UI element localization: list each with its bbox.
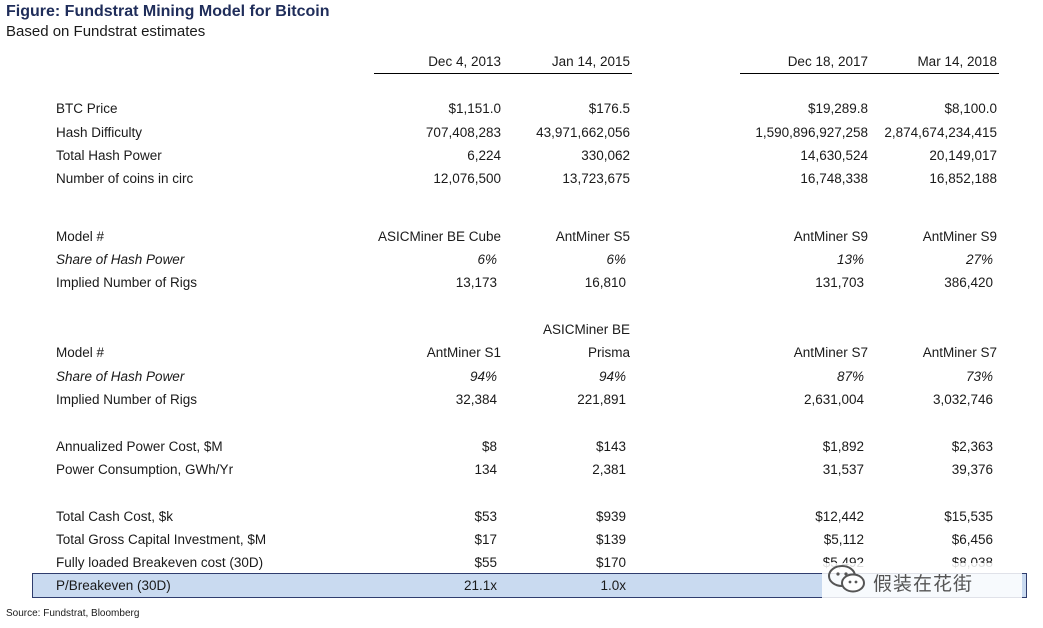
column-header-4: Mar 14, 2018 [917,54,997,69]
row-label: Total Gross Capital Investment, $M [56,532,267,547]
table-cell: $176.5 [588,101,630,116]
row-label: Implied Number of Rigs [56,392,198,407]
table-cell: $8 [481,439,497,454]
watermark: 假装在花街 [827,564,974,600]
table-cell: 13,723,675 [562,171,630,186]
row-label: Model # [56,345,105,360]
table-cell: 2,381 [592,462,626,477]
table-cell: 16,852,188 [929,171,997,186]
row-label: BTC Price [56,101,118,116]
table-cell: $6,456 [951,532,993,547]
table-cell: ASICMiner BE [542,322,630,337]
row-label: Total Cash Cost, $k [56,509,174,524]
row-label: Model # [56,229,105,244]
table-cell: 21.1x [463,578,497,593]
table-cell: 73% [965,369,993,384]
table-cell: $15,535 [944,509,993,524]
watermark-text: 假装在花街 [873,573,974,595]
table-cell: $17 [474,532,497,547]
table-cell: 2,631,004 [803,392,864,407]
table-cell: 43,971,662,056 [536,125,630,140]
table-cell: $170 [595,555,626,570]
table-cell: 13,173 [455,275,497,290]
column-header-2: Jan 14, 2015 [551,54,630,69]
row-label: Hash Difficulty [56,125,143,140]
table-cell: 12,076,500 [433,171,501,186]
row-label: Fully loaded Breakeven cost (30D) [56,555,264,570]
table-cell: 31,537 [822,462,864,477]
table-cell: 134 [474,462,497,477]
table-cell: AntMiner S5 [555,229,630,244]
row-label: Number of coins in circ [56,171,194,186]
table-cell: 6% [606,252,626,267]
table-cell: 32,384 [455,392,497,407]
table-cell: 94% [469,369,497,384]
table-cell: 94% [598,369,626,384]
table-cell: 3,032,746 [932,392,993,407]
table-cell: $1,892 [822,439,864,454]
row-label: Share of Hash Power [56,369,185,384]
wechat-icon [827,564,867,600]
table-cell: 707,408,283 [425,125,501,140]
row-label: Share of Hash Power [56,252,185,267]
table-cell: 6% [477,252,497,267]
table-cell: 13% [836,252,864,267]
row-label: Power Consumption, GWh/Yr [56,462,234,477]
table-cell: Prisma [587,345,630,360]
table-cell: AntMiner S7 [922,345,997,360]
table-cell: 1,590,896,927,258 [755,125,868,140]
figure-title: Figure: Fundstrat Mining Model for Bitco… [6,3,330,20]
table-cell: 39,376 [951,462,993,477]
table-cell: 386,420 [944,275,993,290]
figure-subtitle: Based on Fundstrat estimates [6,23,206,40]
table-cell: AntMiner S9 [793,229,868,244]
table-cell: AntMiner S7 [793,345,868,360]
table-cell: 330,062 [581,148,630,163]
table-cell: 20,149,017 [929,148,997,163]
header-underline-left [374,73,632,74]
table-cell: $53 [474,509,497,524]
table-cell: ASICMiner BE Cube [377,229,501,244]
table-cell: $5,112 [823,532,864,547]
table-cell: $1,151.0 [448,101,501,116]
table-cell: 1.0x [600,578,626,593]
source-note: Source: Fundstrat, Bloomberg [6,608,140,619]
table-cell: 131,703 [815,275,864,290]
table-cell: $55 [474,555,497,570]
table-cell: $8,100.0 [944,101,997,116]
table-cell: 16,748,338 [800,171,868,186]
table-cell: $12,442 [815,509,864,524]
table-cell: AntMiner S1 [426,345,501,360]
table-cell: $939 [595,509,626,524]
table-cell: 14,630,524 [800,148,868,163]
table-cell: 6,224 [467,148,501,163]
header-underline-right [740,73,999,74]
table-cell: AntMiner S9 [922,229,997,244]
row-label: Total Hash Power [56,148,162,163]
table-cell: $2,363 [951,439,993,454]
column-header-3: Dec 18, 2017 [787,54,868,69]
table-cell: 221,891 [577,392,626,407]
row-label: P/Breakeven (30D) [56,578,171,593]
table-cell: 2,874,674,234,415 [884,125,997,140]
row-label: Implied Number of Rigs [56,275,198,290]
table-cell: $139 [595,532,626,547]
table-cell: 27% [965,252,993,267]
table-cell: 16,810 [584,275,626,290]
column-header-1: Dec 4, 2013 [428,54,501,69]
table-cell: $19,289.8 [807,101,868,116]
row-label: Annualized Power Cost, $M [56,439,223,454]
table-cell: 87% [836,369,864,384]
table-cell: $143 [595,439,626,454]
